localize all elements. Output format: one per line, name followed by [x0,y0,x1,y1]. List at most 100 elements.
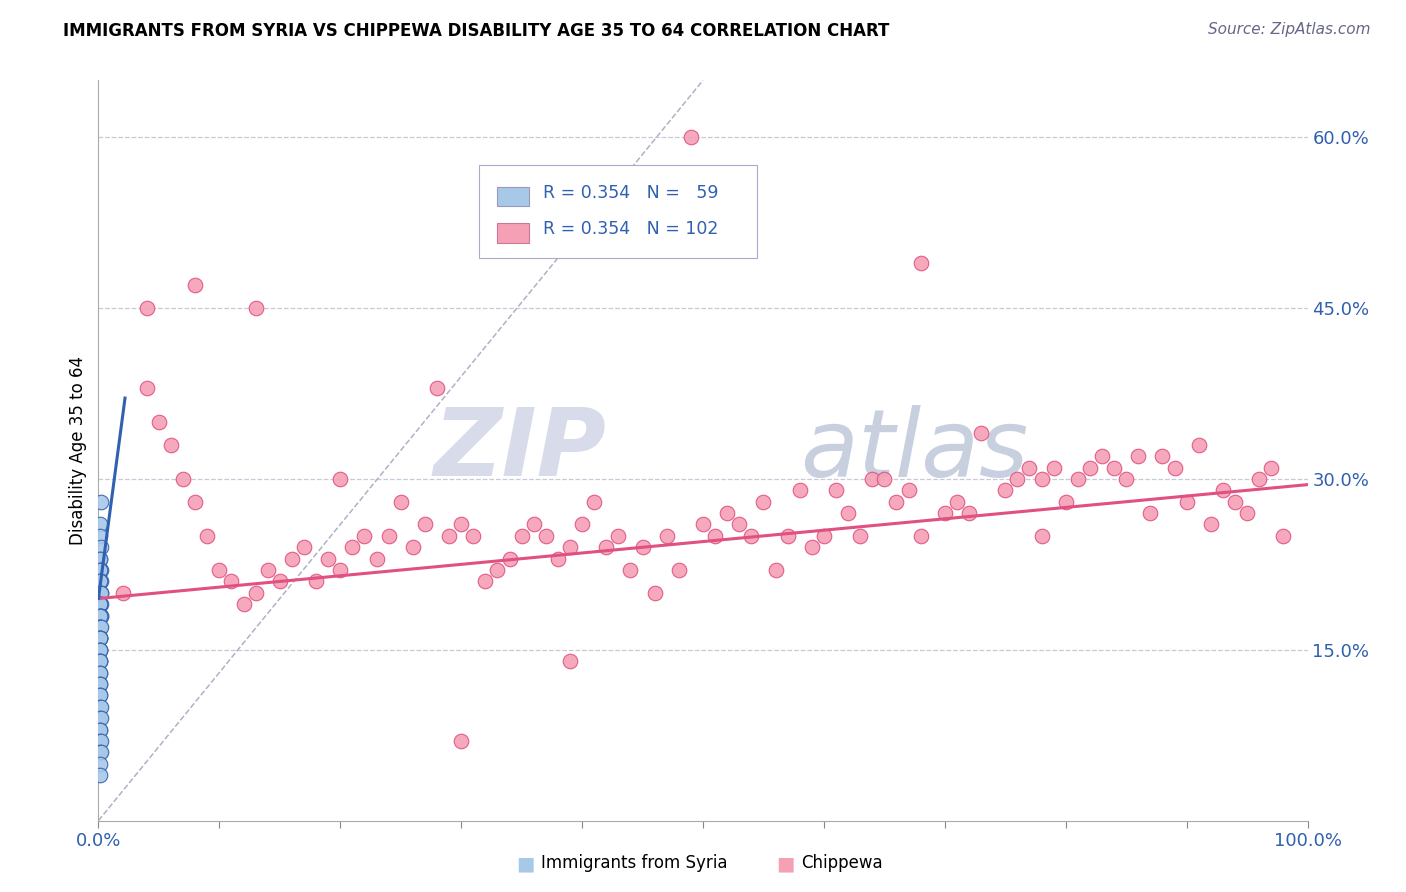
Y-axis label: Disability Age 35 to 64: Disability Age 35 to 64 [69,356,87,545]
Point [1236,506,1258,520]
Point [886,494,908,508]
Point [89,677,111,691]
Point [89,699,111,714]
FancyBboxPatch shape [479,165,758,258]
Point [148,415,170,429]
Point [89,642,111,657]
Point [135,301,157,315]
Point [89,689,111,703]
Point [679,130,702,145]
Point [728,517,751,532]
Point [89,642,111,657]
Point [1031,472,1053,486]
Point [1272,529,1295,543]
Point [292,541,315,555]
Point [668,563,690,577]
Point [89,632,111,646]
Point [89,586,111,600]
Text: R = 0.354   N =   59: R = 0.354 N = 59 [543,184,718,202]
Point [89,654,111,668]
Point [89,689,111,703]
Point [90,563,112,577]
Point [595,541,617,555]
Point [1152,449,1174,463]
Point [1188,438,1211,452]
Point [463,529,485,543]
Point [89,654,111,668]
FancyBboxPatch shape [498,223,529,243]
Point [90,608,112,623]
Point [269,574,291,589]
Point [89,574,111,589]
Point [89,597,111,611]
Point [90,620,112,634]
Point [89,642,111,657]
Text: ZIP: ZIP [433,404,606,497]
Point [377,529,399,543]
Point [89,608,111,623]
Point [281,551,304,566]
Point [89,711,111,725]
Point [89,597,111,611]
Point [89,529,111,543]
Point [90,608,112,623]
Point [329,563,352,577]
Point [1054,494,1077,508]
Point [1128,449,1150,463]
Point [89,632,111,646]
Point [89,620,111,634]
Point [740,529,762,543]
Point [329,472,352,486]
Point [558,541,581,555]
Point [498,551,520,566]
Point [934,506,956,520]
Point [90,541,112,555]
Point [89,723,111,737]
Point [994,483,1017,498]
Point [172,472,194,486]
Text: atlas: atlas [800,405,1028,496]
Point [184,494,207,508]
Point [1078,460,1101,475]
Point [89,665,111,680]
Point [655,529,678,543]
Point [970,426,993,441]
Point [897,483,920,498]
Point [837,506,859,520]
Point [1031,529,1053,543]
Point [90,597,112,611]
Point [89,608,111,623]
Point [534,529,557,543]
Point [232,597,254,611]
Point [195,529,218,543]
Point [776,529,799,543]
Point [89,620,111,634]
Point [946,494,969,508]
Point [89,723,111,737]
Point [89,745,111,759]
Point [413,517,436,532]
Point [221,574,243,589]
Point [111,586,134,600]
Point [1042,460,1064,475]
Point [1115,472,1137,486]
Point [1212,483,1234,498]
Point [342,541,364,555]
Point [1163,460,1185,475]
Point [1018,460,1040,475]
FancyBboxPatch shape [498,186,529,206]
Point [90,745,112,759]
Point [89,620,111,634]
Point [89,734,111,748]
Point [437,529,460,543]
Point [1067,472,1090,486]
Point [426,381,449,395]
Point [90,494,112,508]
Point [90,586,112,600]
Point [89,517,111,532]
Point [825,483,848,498]
Point [89,768,111,782]
Point [208,563,231,577]
Point [90,574,112,589]
Point [89,608,111,623]
